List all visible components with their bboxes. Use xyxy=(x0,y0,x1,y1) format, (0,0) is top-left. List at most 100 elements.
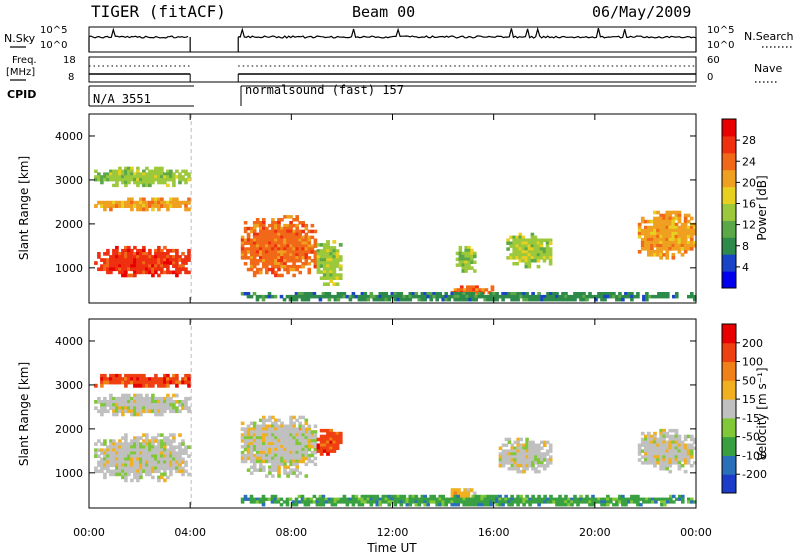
echo-cell xyxy=(640,216,645,221)
echo-cell xyxy=(154,439,158,443)
echo-cell xyxy=(178,270,182,275)
echo-cell xyxy=(519,446,523,450)
echo-cell xyxy=(289,430,293,434)
echo-cell xyxy=(348,297,353,302)
echo-cell xyxy=(507,467,512,471)
echo-cell xyxy=(644,247,648,251)
echo-cell xyxy=(142,180,146,185)
echo-cell xyxy=(650,250,654,254)
echo-cell xyxy=(136,166,140,171)
beam-title: Beam 00 xyxy=(352,3,415,21)
echo-cell xyxy=(252,256,257,260)
echo-cell xyxy=(262,238,266,242)
echo-cell xyxy=(246,433,251,437)
echo-cell xyxy=(121,400,125,404)
echo-cell xyxy=(118,261,122,265)
echo-cell xyxy=(175,409,179,414)
echo-cell xyxy=(536,250,541,254)
echo-cell xyxy=(142,248,146,253)
echo-cell xyxy=(274,247,278,251)
echo-cell xyxy=(677,455,682,459)
echo-cell xyxy=(145,454,149,458)
echo-cell xyxy=(665,461,670,465)
echo-cell xyxy=(157,255,161,259)
echo-cell xyxy=(354,494,359,499)
echo-cell xyxy=(567,500,571,504)
echo-cell xyxy=(521,250,526,254)
echo-cell xyxy=(612,292,616,296)
echo-cell xyxy=(145,166,149,171)
echo-cell xyxy=(136,373,140,378)
echo-cell xyxy=(133,178,137,182)
echo-cell xyxy=(533,259,538,263)
echo-cell xyxy=(653,228,657,233)
echo-cell xyxy=(509,256,513,260)
echo-cell xyxy=(313,439,318,443)
echo-cell xyxy=(160,439,164,443)
echo-cell xyxy=(650,434,654,439)
echo-cell xyxy=(329,273,334,277)
echo-cell xyxy=(124,377,128,382)
echo-cell xyxy=(151,466,155,471)
echo-region xyxy=(94,245,191,278)
echo-cell xyxy=(262,232,266,237)
echo-cell xyxy=(335,255,340,259)
y-tick-label: 1000 xyxy=(55,262,83,275)
echo-cell xyxy=(582,297,586,302)
echo-cell xyxy=(133,457,137,462)
echo-cell xyxy=(420,294,425,299)
echo-cell xyxy=(539,250,544,254)
echo-cell xyxy=(121,248,125,253)
echo-cell xyxy=(521,241,526,245)
echo-cell xyxy=(295,433,299,437)
echo-cell xyxy=(534,497,538,501)
echo-cell xyxy=(169,439,173,443)
echo-cell xyxy=(259,447,263,452)
echo-cell xyxy=(540,458,544,462)
colorbar-swatch xyxy=(722,342,736,363)
echo-cell xyxy=(516,292,520,296)
echo-cell xyxy=(133,200,137,205)
echo-cell xyxy=(662,467,666,471)
echo-cell xyxy=(662,440,666,445)
echo-cell xyxy=(321,292,326,296)
echo-cell xyxy=(240,241,245,245)
echo-cell xyxy=(318,294,323,299)
echo-cell xyxy=(160,252,164,256)
echo-cell xyxy=(136,403,140,407)
echo-cell xyxy=(265,450,269,455)
echo-cell xyxy=(318,494,323,499)
echo-cell xyxy=(624,294,628,299)
echo-cell xyxy=(435,297,439,302)
echo-cell xyxy=(332,273,337,277)
echo-cell xyxy=(184,469,188,474)
echo-cell xyxy=(112,377,116,382)
echo-cell xyxy=(160,472,164,477)
echo-cell xyxy=(255,445,260,449)
echo-cell xyxy=(304,418,309,423)
echo-cell xyxy=(157,248,161,253)
echo-cell xyxy=(160,454,164,458)
echo-cell xyxy=(255,424,260,428)
echo-cell xyxy=(112,267,116,272)
echo-cell xyxy=(175,273,179,278)
echo-cell xyxy=(543,497,547,501)
echo-cell xyxy=(665,431,670,436)
echo-cell xyxy=(106,460,110,465)
echo-cell xyxy=(548,250,553,254)
echo-cell xyxy=(148,463,152,468)
echo-cell xyxy=(106,248,110,253)
echo-cell xyxy=(304,421,309,426)
echo-cell xyxy=(243,427,248,431)
echo-cell xyxy=(166,207,170,212)
echo-cell xyxy=(647,443,651,447)
nsky-tick-top: 10^5 xyxy=(40,25,67,36)
echo-cell xyxy=(175,377,179,382)
echo-cell xyxy=(522,452,526,456)
echo-cell xyxy=(121,457,125,462)
echo-cell xyxy=(283,235,287,240)
echo-cell xyxy=(591,497,595,501)
echo-cell xyxy=(518,232,523,237)
echo-cell xyxy=(249,453,254,458)
echo-cell xyxy=(118,396,122,401)
